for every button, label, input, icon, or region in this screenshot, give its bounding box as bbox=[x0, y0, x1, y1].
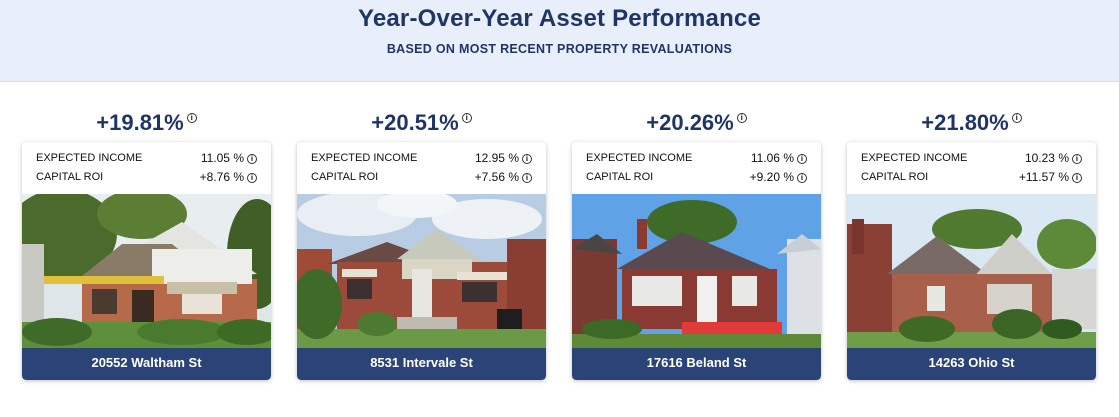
capital-roi-label: CAPITAL ROI bbox=[311, 170, 379, 183]
capital-roi-row: CAPITAL ROI +7.56 % i bbox=[311, 167, 532, 186]
capital-roi-row: CAPITAL ROI +8.76 % i bbox=[36, 167, 257, 186]
performance-header: +19.81% i bbox=[22, 104, 271, 142]
page-header: Year-Over-Year Asset Performance BASED O… bbox=[0, 0, 1119, 82]
capital-roi-row: CAPITAL ROI +11.57 % i bbox=[861, 167, 1082, 186]
property-card[interactable]: EXPECTED INCOME 12.95 % i CAPITAL ROI +7.… bbox=[297, 142, 546, 380]
capital-roi-label: CAPITAL ROI bbox=[36, 170, 104, 183]
metrics: EXPECTED INCOME 10.23 % i CAPITAL ROI +11… bbox=[847, 142, 1096, 194]
property-card[interactable]: EXPECTED INCOME 11.06 % i CAPITAL ROI +9.… bbox=[572, 142, 821, 380]
capital-roi-value: +9.20 % bbox=[749, 169, 794, 184]
expected-income-label: EXPECTED INCOME bbox=[861, 151, 968, 164]
capital-roi-value: +11.57 % bbox=[1018, 169, 1069, 184]
info-icon[interactable]: i bbox=[522, 153, 532, 164]
info-icon[interactable]: i bbox=[797, 153, 807, 164]
property-cards: +19.81% i EXPECTED INCOME 11.05 % i CAPITA… bbox=[0, 104, 1119, 404]
metrics: EXPECTED INCOME 11.05 % i CAPITAL ROI +8.… bbox=[22, 142, 271, 194]
address-bar[interactable]: 8531 Intervale St bbox=[297, 348, 546, 380]
info-icon[interactable]: i bbox=[1072, 153, 1082, 164]
metrics: EXPECTED INCOME 11.06 % i CAPITAL ROI +9.… bbox=[572, 142, 821, 194]
expected-income-row: EXPECTED INCOME 11.06 % i bbox=[586, 148, 807, 167]
property-card-3: +20.26% i EXPECTED INCOME 11.06 % i CAPITA… bbox=[572, 104, 821, 384]
performance-value: +20.51% bbox=[371, 110, 459, 135]
info-icon[interactable]: i bbox=[186, 113, 197, 124]
performance-value: +21.80% bbox=[921, 110, 1009, 135]
expected-income-row: EXPECTED INCOME 10.23 % i bbox=[861, 148, 1082, 167]
performance-header: +20.51% i bbox=[297, 104, 546, 142]
expected-income-row: EXPECTED INCOME 12.95 % i bbox=[311, 148, 532, 167]
property-photo[interactable] bbox=[22, 194, 271, 348]
address-bar[interactable]: 17616 Beland St bbox=[572, 348, 821, 380]
page-subtitle: BASED ON MOST RECENT PROPERTY REVALUATIO… bbox=[386, 42, 733, 56]
capital-roi-row: CAPITAL ROI +9.20 % i bbox=[586, 167, 807, 186]
property-photo[interactable] bbox=[847, 194, 1096, 348]
address-bar[interactable]: 14263 Ohio St bbox=[847, 348, 1096, 380]
info-icon[interactable]: i bbox=[247, 172, 257, 183]
expected-income-label: EXPECTED INCOME bbox=[586, 151, 693, 164]
expected-income-value: 11.06 % bbox=[750, 150, 794, 165]
expected-income-value: 11.05 % bbox=[200, 150, 244, 165]
property-card[interactable]: EXPECTED INCOME 11.05 % i CAPITAL ROI +8.… bbox=[22, 142, 271, 380]
info-icon[interactable]: i bbox=[1011, 113, 1022, 124]
performance-value: +20.26% bbox=[646, 110, 734, 135]
page-title: Year-Over-Year Asset Performance bbox=[357, 5, 762, 32]
expected-income-label: EXPECTED INCOME bbox=[311, 151, 418, 164]
expected-income-value: 10.23 % bbox=[1024, 150, 1069, 165]
info-icon[interactable]: i bbox=[1072, 172, 1082, 183]
metrics: EXPECTED INCOME 12.95 % i CAPITAL ROI +7.… bbox=[297, 142, 546, 194]
property-photo[interactable] bbox=[297, 194, 546, 348]
info-icon[interactable]: i bbox=[522, 172, 532, 183]
expected-income-row: EXPECTED INCOME 11.05 % i bbox=[36, 148, 257, 167]
address-bar[interactable]: 20552 Waltham St bbox=[22, 348, 271, 380]
performance-header: +21.80% i bbox=[847, 104, 1096, 142]
capital-roi-value: +7.56 % bbox=[474, 169, 519, 184]
expected-income-value: 12.95 % bbox=[474, 150, 519, 165]
capital-roi-label: CAPITAL ROI bbox=[586, 170, 654, 183]
performance-header: +20.26% i bbox=[572, 104, 821, 142]
info-icon[interactable]: i bbox=[461, 113, 472, 124]
property-card-2: +20.51% i EXPECTED INCOME 12.95 % i CAPITA… bbox=[297, 104, 546, 384]
capital-roi-value: +8.76 % bbox=[199, 169, 244, 184]
expected-income-label: EXPECTED INCOME bbox=[36, 151, 143, 164]
info-icon[interactable]: i bbox=[797, 172, 807, 183]
property-photo[interactable] bbox=[572, 194, 821, 348]
property-card-4: +21.80% i EXPECTED INCOME 10.23 % i CAPITA… bbox=[847, 104, 1096, 384]
performance-value: +19.81% bbox=[96, 110, 184, 135]
property-card-1: +19.81% i EXPECTED INCOME 11.05 % i CAPITA… bbox=[22, 104, 271, 384]
info-icon[interactable]: i bbox=[736, 113, 747, 124]
property-card[interactable]: EXPECTED INCOME 10.23 % i CAPITAL ROI +11… bbox=[847, 142, 1096, 380]
info-icon[interactable]: i bbox=[247, 153, 257, 164]
capital-roi-label: CAPITAL ROI bbox=[861, 170, 929, 183]
